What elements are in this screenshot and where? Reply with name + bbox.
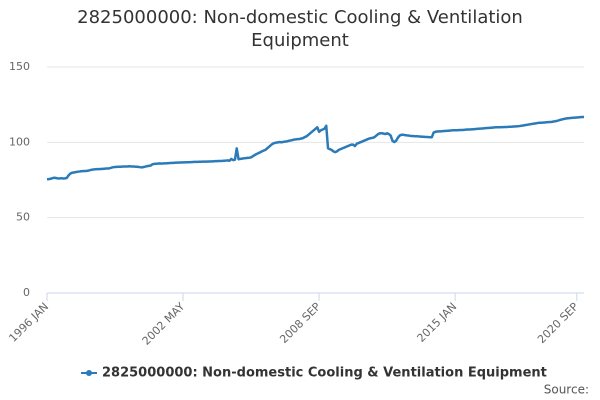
y-tick-label: 100: [9, 135, 30, 148]
chart-title: 2825000000: Non-domestic Cooling & Venti…: [77, 7, 523, 51]
x-tick-label: 2008 SEP: [277, 300, 323, 346]
y-tick-label: 150: [9, 60, 30, 73]
x-tick-label: 2002 MAY: [140, 300, 188, 348]
x-tick-label: 2015 JAN: [415, 300, 460, 345]
x-tick-label: 2020 SEP: [535, 300, 581, 346]
line: [46, 115, 584, 181]
legend-label: 2825000000: Non-domestic Cooling & Venti…: [102, 366, 547, 381]
y-tick-label: 50: [16, 211, 30, 224]
y-tick-label: 0: [23, 286, 30, 299]
x-tick-label: 1996 JAN: [6, 300, 51, 345]
legend-marker: [86, 370, 92, 376]
source: Source:: [544, 383, 589, 397]
